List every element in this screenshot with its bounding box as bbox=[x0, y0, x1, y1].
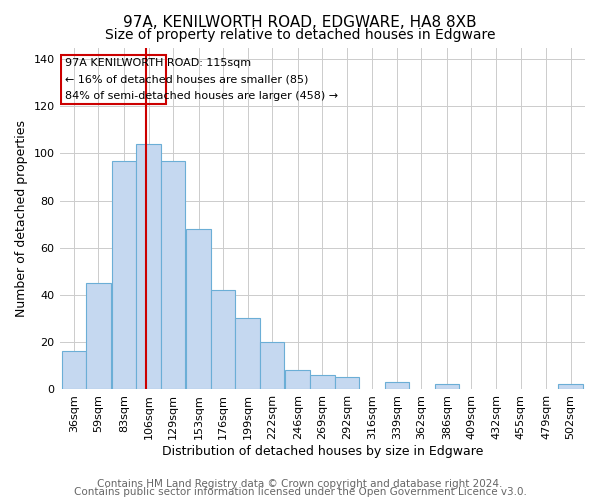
Bar bbox=[385, 382, 409, 389]
Bar bbox=[559, 384, 583, 389]
Bar bbox=[86, 283, 111, 389]
Bar bbox=[260, 342, 284, 389]
Bar bbox=[235, 318, 260, 389]
Bar bbox=[187, 229, 211, 389]
Bar bbox=[61, 54, 166, 104]
Text: 84% of semi-detached houses are larger (458) →: 84% of semi-detached houses are larger (… bbox=[65, 91, 338, 101]
Bar bbox=[62, 352, 86, 389]
Text: 97A, KENILWORTH ROAD, EDGWARE, HA8 8XB: 97A, KENILWORTH ROAD, EDGWARE, HA8 8XB bbox=[123, 15, 477, 30]
Bar bbox=[211, 290, 235, 389]
Text: ← 16% of detached houses are smaller (85): ← 16% of detached houses are smaller (85… bbox=[65, 74, 308, 85]
Text: 97A KENILWORTH ROAD: 115sqm: 97A KENILWORTH ROAD: 115sqm bbox=[65, 58, 251, 68]
Bar bbox=[310, 375, 335, 389]
Text: Contains HM Land Registry data © Crown copyright and database right 2024.: Contains HM Land Registry data © Crown c… bbox=[97, 479, 503, 489]
Text: Size of property relative to detached houses in Edgware: Size of property relative to detached ho… bbox=[105, 28, 495, 42]
X-axis label: Distribution of detached houses by size in Edgware: Distribution of detached houses by size … bbox=[161, 444, 483, 458]
Y-axis label: Number of detached properties: Number of detached properties bbox=[15, 120, 28, 316]
Bar bbox=[335, 377, 359, 389]
Bar bbox=[112, 160, 136, 389]
Bar bbox=[136, 144, 161, 389]
Text: Contains public sector information licensed under the Open Government Licence v3: Contains public sector information licen… bbox=[74, 487, 526, 497]
Bar bbox=[286, 370, 310, 389]
Bar bbox=[435, 384, 459, 389]
Bar bbox=[161, 160, 185, 389]
